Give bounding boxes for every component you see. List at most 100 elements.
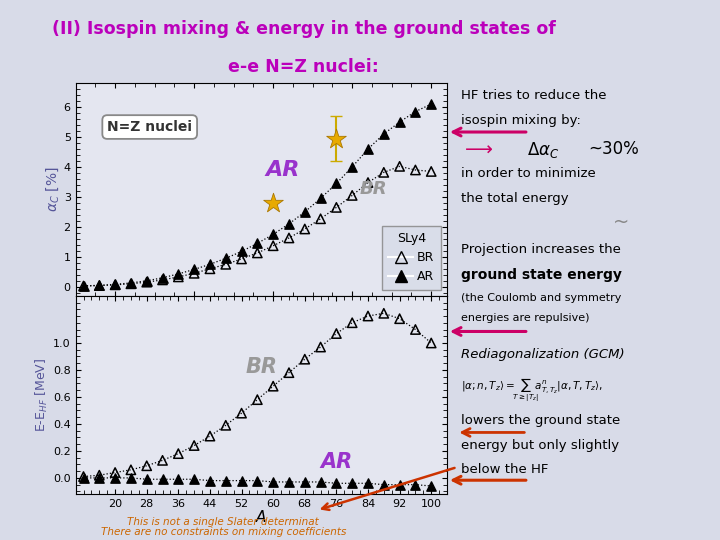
Text: HF tries to reduce the: HF tries to reduce the bbox=[462, 89, 607, 102]
Text: N=Z nuclei: N=Z nuclei bbox=[107, 120, 192, 134]
Point bbox=[378, 481, 390, 489]
Text: e-e N=Z nuclei:: e-e N=Z nuclei: bbox=[228, 58, 379, 77]
Point bbox=[299, 225, 310, 233]
Point bbox=[330, 179, 342, 188]
Point bbox=[125, 280, 137, 288]
Point bbox=[394, 118, 405, 126]
Point bbox=[157, 456, 168, 465]
Point bbox=[362, 178, 374, 187]
Text: BR: BR bbox=[360, 180, 387, 198]
Y-axis label: $\alpha_C$ [%]: $\alpha_C$ [%] bbox=[44, 167, 60, 212]
Legend: BR, AR: BR, AR bbox=[382, 226, 441, 289]
Text: energies are repulsive): energies are repulsive) bbox=[462, 313, 590, 323]
Point bbox=[378, 309, 390, 318]
Point bbox=[330, 203, 342, 212]
Point bbox=[426, 482, 437, 490]
Point bbox=[141, 276, 153, 285]
Point bbox=[141, 462, 153, 470]
Point bbox=[125, 465, 137, 474]
Point bbox=[251, 248, 263, 257]
Point bbox=[299, 478, 310, 487]
Point bbox=[251, 239, 263, 248]
Text: ~: ~ bbox=[613, 213, 629, 232]
Text: in order to minimize: in order to minimize bbox=[462, 167, 596, 180]
Point bbox=[315, 194, 326, 202]
Point bbox=[189, 441, 200, 450]
Text: isospin mixing by:: isospin mixing by: bbox=[462, 114, 581, 127]
Text: $\longrightarrow$: $\longrightarrow$ bbox=[462, 139, 494, 158]
Point bbox=[315, 478, 326, 487]
Point bbox=[283, 234, 294, 242]
Point bbox=[346, 191, 358, 200]
Point bbox=[330, 134, 342, 143]
Text: Rediagonalization (GCM): Rediagonalization (GCM) bbox=[462, 348, 625, 361]
Point bbox=[362, 145, 374, 153]
Text: BR: BR bbox=[246, 357, 277, 377]
Point bbox=[173, 269, 184, 278]
Point bbox=[346, 479, 358, 488]
Point bbox=[410, 166, 421, 174]
Point bbox=[78, 282, 89, 291]
Point bbox=[394, 162, 405, 171]
Point bbox=[78, 472, 89, 481]
X-axis label: A: A bbox=[256, 510, 266, 525]
Point bbox=[235, 247, 247, 256]
Point bbox=[235, 476, 247, 485]
Point bbox=[426, 167, 437, 176]
Point bbox=[394, 481, 405, 489]
Text: lowers the ground state: lowers the ground state bbox=[462, 414, 621, 427]
Point bbox=[251, 395, 263, 404]
Text: the total energy: the total energy bbox=[462, 192, 569, 205]
Point bbox=[267, 230, 279, 239]
Text: AR: AR bbox=[320, 453, 353, 472]
Point bbox=[283, 220, 294, 228]
Point bbox=[410, 107, 421, 116]
Text: below the HF: below the HF bbox=[462, 463, 549, 476]
Point bbox=[204, 260, 216, 268]
Text: energy but only slightly: energy but only slightly bbox=[462, 438, 620, 451]
Point bbox=[189, 265, 200, 274]
Point bbox=[189, 475, 200, 484]
Text: This is not a single Slater determinat: This is not a single Slater determinat bbox=[127, 517, 319, 527]
Text: ~30%: ~30% bbox=[588, 140, 639, 158]
Point bbox=[315, 214, 326, 223]
Point bbox=[220, 254, 232, 262]
Point bbox=[267, 199, 279, 207]
Point bbox=[378, 168, 390, 177]
Point bbox=[109, 280, 121, 289]
Text: There are no constraints on mixing coefficients: There are no constraints on mixing coeff… bbox=[101, 526, 346, 537]
Point bbox=[94, 471, 105, 480]
Point bbox=[235, 254, 247, 263]
Point bbox=[220, 421, 232, 430]
Text: AR: AR bbox=[265, 160, 300, 180]
Point bbox=[173, 475, 184, 484]
Point bbox=[94, 474, 105, 482]
Point bbox=[410, 325, 421, 334]
Point bbox=[267, 382, 279, 390]
Point bbox=[157, 273, 168, 282]
Point bbox=[283, 478, 294, 487]
Point bbox=[220, 260, 232, 268]
Point bbox=[173, 273, 184, 281]
Point bbox=[362, 479, 374, 488]
Point bbox=[109, 474, 121, 482]
Point bbox=[141, 278, 153, 286]
Point bbox=[173, 449, 184, 458]
Text: $|\alpha;n,T_z\rangle = \!\!\sum_{T\geq|T_z|}\!\! a^n_{T,T_z}|\alpha,T,T_z\rangl: $|\alpha;n,T_z\rangle = \!\!\sum_{T\geq|… bbox=[462, 377, 603, 404]
Point bbox=[426, 100, 437, 109]
Point bbox=[267, 478, 279, 487]
Point bbox=[346, 319, 358, 327]
Point bbox=[94, 281, 105, 289]
Text: Projection increases the: Projection increases the bbox=[462, 244, 621, 256]
Point bbox=[204, 476, 216, 485]
Point bbox=[78, 474, 89, 482]
Y-axis label: E-E$_{HF}$ [MeV]: E-E$_{HF}$ [MeV] bbox=[34, 358, 50, 432]
Point bbox=[426, 339, 437, 347]
Point bbox=[157, 475, 168, 484]
Point bbox=[251, 476, 263, 485]
Point bbox=[346, 163, 358, 171]
Point bbox=[394, 314, 405, 323]
Point bbox=[299, 355, 310, 363]
Point bbox=[330, 329, 342, 338]
Point bbox=[283, 368, 294, 377]
